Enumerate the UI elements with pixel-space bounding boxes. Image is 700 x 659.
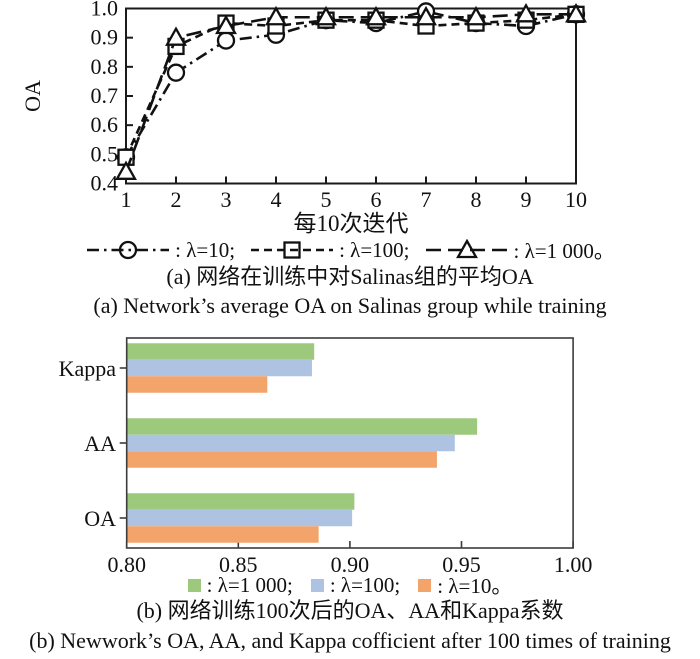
metrics-bar-chart: 0.80 0.85 0.90 0.95 1.00 Kappa AA OA — [59, 337, 593, 577]
data-point-marker — [215, 14, 237, 35]
legend-item: : λ=100; — [310, 572, 401, 598]
legend-item: : λ=10; — [85, 238, 235, 263]
x-tick-label: 9 — [521, 187, 532, 212]
category-label: OA — [84, 506, 116, 531]
category-label: Kappa — [59, 356, 117, 381]
legend-color-swatch-icon — [187, 578, 201, 592]
data-point-marker — [115, 160, 137, 180]
series-circle — [116, 2, 586, 167]
data-point-marker — [315, 5, 337, 26]
x-tick-label: 0.95 — [442, 552, 481, 577]
bar-plot-area: 0.80 0.85 0.90 0.95 1.00 Kappa AA OA — [59, 337, 593, 577]
legend-label: : λ=10; — [175, 237, 236, 262]
x-axis-title: 每10次迭代 — [294, 211, 409, 236]
legend-item: : λ=10。 — [418, 570, 512, 600]
data-point-marker — [216, 31, 236, 50]
bar-kappa-2 — [127, 376, 268, 393]
data-point-marker — [365, 5, 387, 26]
series-line — [124, 13, 576, 173]
x-tick-label: 8 — [471, 187, 482, 212]
x-tick-label: 4 — [271, 187, 282, 212]
legend-label: : λ=100; — [329, 572, 401, 597]
legend-color-swatch-icon — [418, 578, 432, 592]
legend-label: : λ=10。 — [437, 574, 513, 598]
legend-line-sample-icon — [87, 240, 170, 260]
bar-oa-2 — [127, 526, 319, 543]
caption-b-zh: (b) 网络训练100次后的OA、AA和Kappa系数 — [136, 598, 564, 623]
x-tick-label: 6 — [371, 187, 382, 212]
legend-label: : λ=1 000。 — [513, 239, 615, 263]
x-tick-label: 7 — [421, 187, 432, 212]
data-point-marker — [165, 26, 187, 46]
data-point-marker — [465, 5, 487, 26]
x-tick-label: 0.80 — [107, 552, 146, 577]
oa-line-chart: 1 2 3 4 5 6 7 8 9 10 0.4 0.5 0.6 0.7 0.8 0.9 1.0 每10次迭代 OA — [20, 0, 587, 236]
line-plot-area: 1 2 3 4 5 6 7 8 9 10 0.4 0.5 0.6 0.7 0.8 0.9 1.0 每10次迭代 OA — [20, 0, 587, 236]
y-tick-label: 0.8 — [91, 54, 119, 79]
line-chart-legend: : λ=10; : λ=100; : λ=1 000。 — [0, 237, 700, 263]
bar-chart-legend: : λ=1 000; : λ=100; : λ=10。 — [0, 572, 700, 598]
data-point-marker — [415, 5, 437, 26]
y-tick-label: 0.9 — [91, 25, 119, 50]
series-line — [124, 10, 577, 158]
category-label: AA — [84, 431, 116, 456]
bar-aa-0 — [127, 418, 478, 435]
x-tick-label: 10 — [565, 187, 587, 212]
bar-aa-2 — [127, 451, 437, 468]
y-tick-label: 1.0 — [91, 0, 119, 21]
x-tick-label: 5 — [321, 187, 332, 212]
series-triangle — [115, 2, 587, 180]
data-point-marker — [265, 5, 287, 26]
y-axis-title: OA — [20, 80, 45, 112]
y-tick-label: 0.4 — [91, 171, 119, 196]
series-line — [124, 13, 577, 158]
legend-color-swatch-icon — [310, 578, 324, 592]
legend-label: : λ=100; — [339, 237, 410, 262]
bar-oa-1 — [127, 509, 353, 527]
bar-aa-1 — [127, 434, 455, 452]
legend-line-sample-icon — [425, 239, 508, 259]
data-point-marker — [166, 63, 186, 82]
caption-b-en: (b) Newwork’s OA, AA, and Kappa cofficie… — [29, 628, 671, 653]
y-tick-label: 0.6 — [91, 112, 119, 137]
y-tick-label: 0.5 — [91, 141, 119, 166]
y-tick-label: 0.7 — [91, 83, 119, 108]
x-tick-label: 1.00 — [554, 552, 593, 577]
legend-item: : λ=1 000; — [187, 572, 293, 598]
legend-item: : λ=100; — [249, 237, 410, 263]
series-square — [117, 5, 585, 166]
data-point-marker — [565, 2, 587, 23]
x-tick-label: 0.90 — [331, 552, 370, 577]
legend-line-sample-icon — [251, 241, 334, 259]
bar-oa-0 — [127, 493, 355, 510]
legend-label: : λ=1 000; — [206, 572, 293, 597]
bar-kappa-0 — [127, 343, 315, 360]
data-point-marker — [515, 2, 537, 23]
legend-item: : λ=1 000。 — [424, 235, 615, 265]
x-tick-label: 1 — [121, 187, 132, 212]
bar-kappa-1 — [127, 359, 312, 377]
caption-a-zh: (a) 网络在训练中对Salinas组的平均OA — [166, 264, 534, 289]
caption-a-en: (a) Network’s average OA on Salinas grou… — [93, 293, 607, 318]
x-tick-label: 0.85 — [219, 552, 258, 577]
x-tick-label: 3 — [221, 187, 232, 212]
x-tick-label: 2 — [171, 187, 182, 212]
